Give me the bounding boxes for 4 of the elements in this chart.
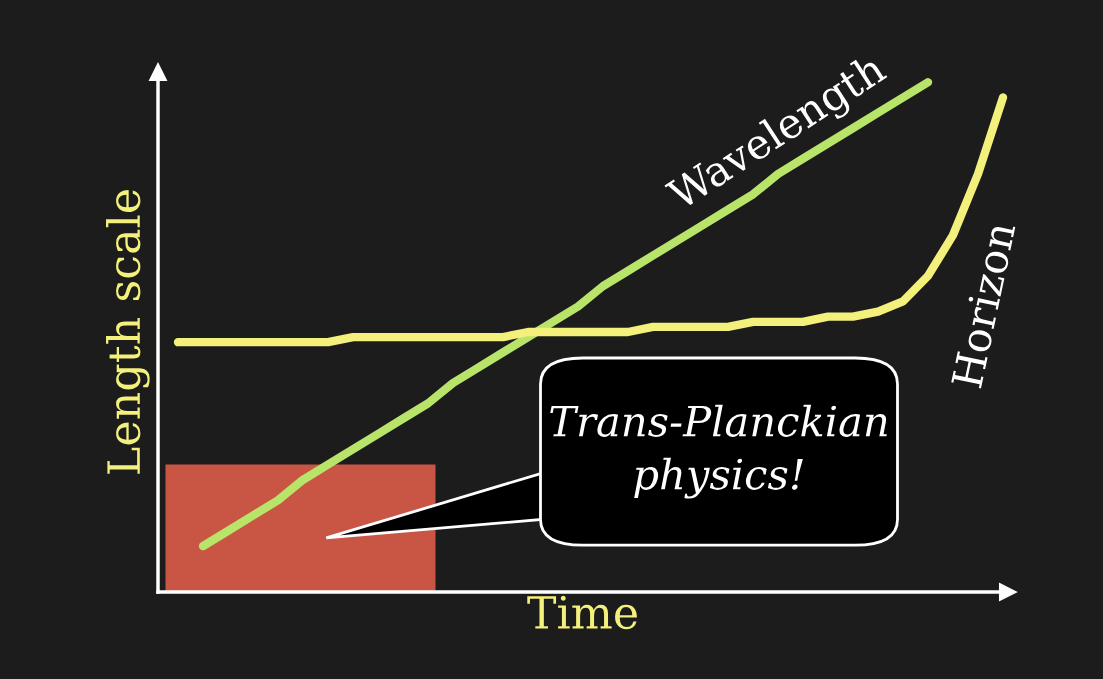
text: Horizon	[950, 220, 1016, 389]
annotation: Trans-Planckian physics!	[550, 404, 887, 499]
y-axis-title: Length scale	[106, 190, 150, 474]
x-axis-title: Time	[527, 595, 637, 630]
